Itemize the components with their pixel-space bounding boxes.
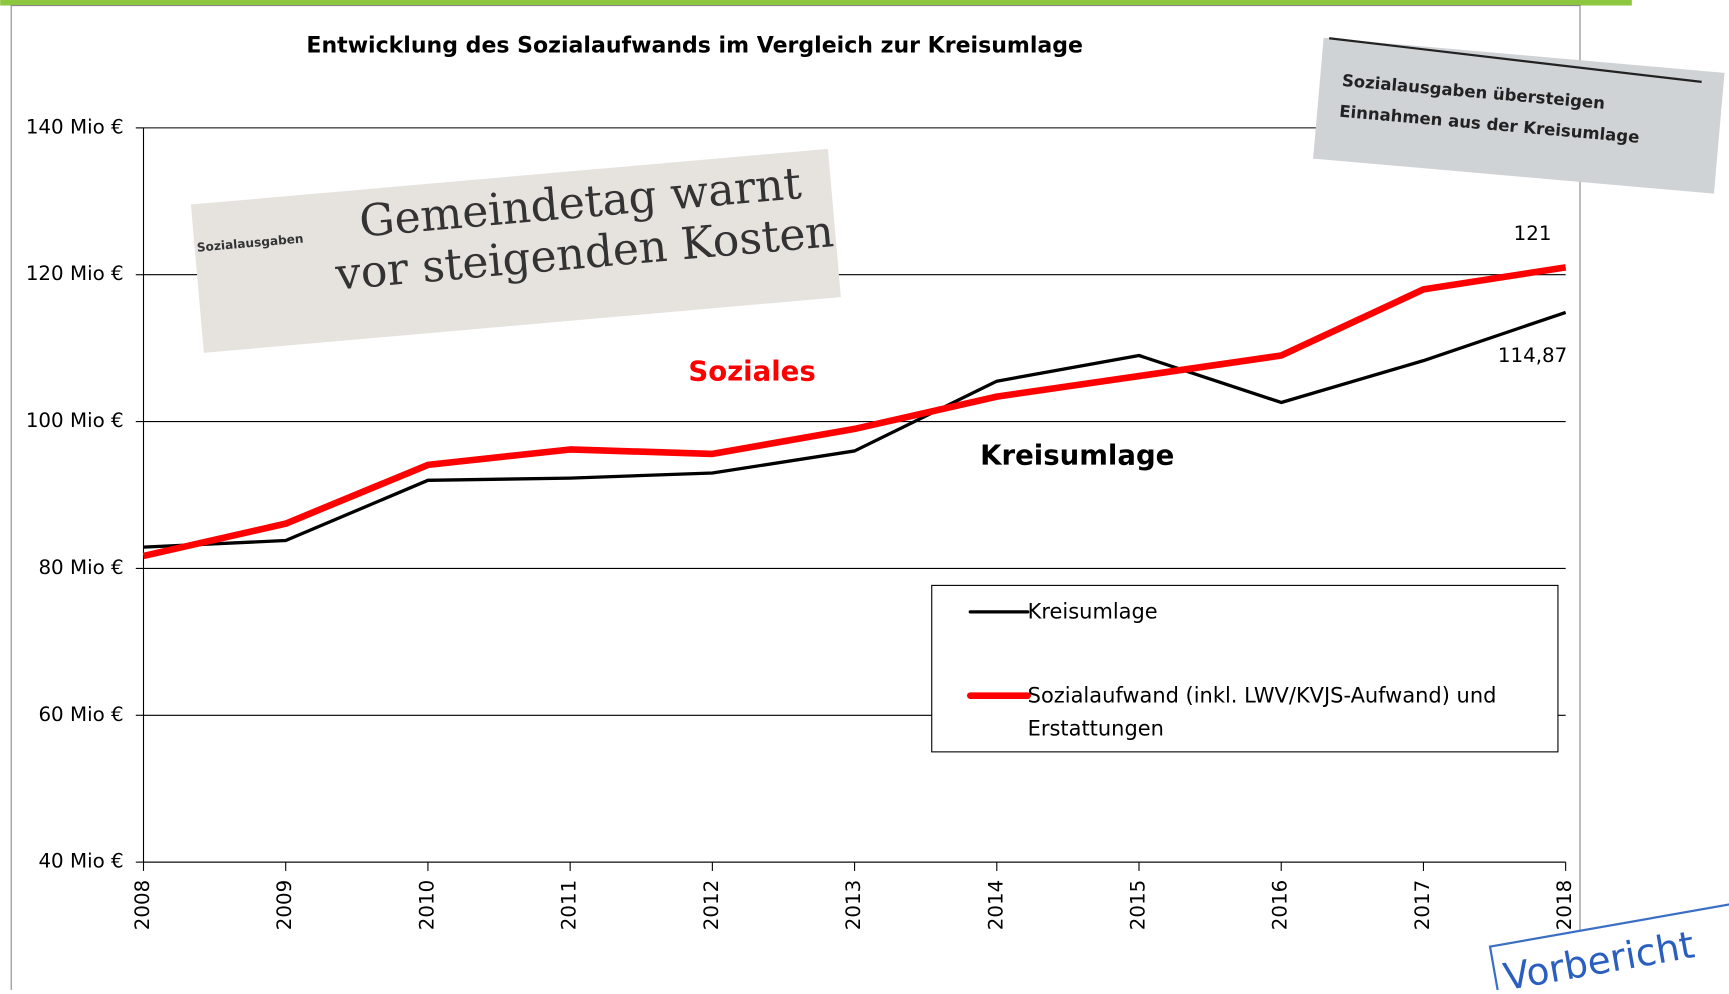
x-tick-label: 2015 (1127, 880, 1150, 930)
legend-entry: Kreisumlage (1027, 599, 1158, 624)
chart-frame (10, 4, 1581, 990)
y-tick-label: 60 Mio € (38, 703, 123, 726)
clipping: Sozialausgaben Gemeindetag warnt vor ste… (190, 148, 841, 353)
x-tick-label: 2018 (1553, 880, 1576, 930)
y-tick-label: 100 Mio € (26, 409, 124, 432)
x-tick-label: 2017 (1411, 880, 1434, 930)
clipping-rule (1329, 37, 1702, 83)
series-line (143, 310, 1567, 549)
plot: 40 Mio € 60 Mio € 80 Mio € 100 Mio € 120 Mio… (26, 115, 1576, 930)
x-tick-label: 2016 (1269, 880, 1292, 930)
y-tick-label: 120 Mio € (26, 262, 124, 285)
annotation: Soziales (688, 356, 815, 388)
legend-label: Sozialaufwand (inkl. LWV/KVJS-Aufwand) u… (1027, 683, 1497, 741)
legend-entries: Kreisumlage Sozialaufwand (inkl. LWV/KVJS… (967, 599, 1497, 741)
x-tick-label: 2013 (842, 880, 865, 930)
clipping: Sozialausgaben übersteigen Einnahmen aus… (1313, 37, 1725, 194)
legend-entry: Sozialaufwand (inkl. LWV/KVJS-Aufwand) u… (1027, 683, 1497, 741)
data-label: 114,87 (1498, 344, 1567, 367)
annotation: Kreisumlage (980, 439, 1174, 471)
y-tick-label: 80 Mio € (38, 556, 123, 579)
x-tick-label: 2014 (984, 880, 1007, 930)
x-tick-label: 2012 (700, 880, 723, 930)
y-tick-label: 140 Mio € (26, 115, 124, 138)
data-label: 121 (1514, 222, 1552, 245)
y-tick-label: 40 Mio € (38, 850, 123, 873)
legend-label: Kreisumlage (1027, 599, 1158, 624)
clipping-paper (1313, 37, 1725, 194)
chart-title: Entwicklung des Sozialaufwands im Vergle… (306, 33, 1083, 58)
series-line (142, 264, 1567, 560)
stamp: Vorbericht (1488, 901, 1729, 994)
x-tick-label: 2008 (131, 880, 154, 930)
x-tick-label: 2009 (273, 880, 296, 930)
clipping-paper (190, 148, 841, 353)
legend (931, 584, 1559, 753)
x-tick-label: 2011 (558, 880, 581, 930)
x-tick-label: 2010 (415, 880, 438, 930)
top-bar (0, 0, 1632, 6)
